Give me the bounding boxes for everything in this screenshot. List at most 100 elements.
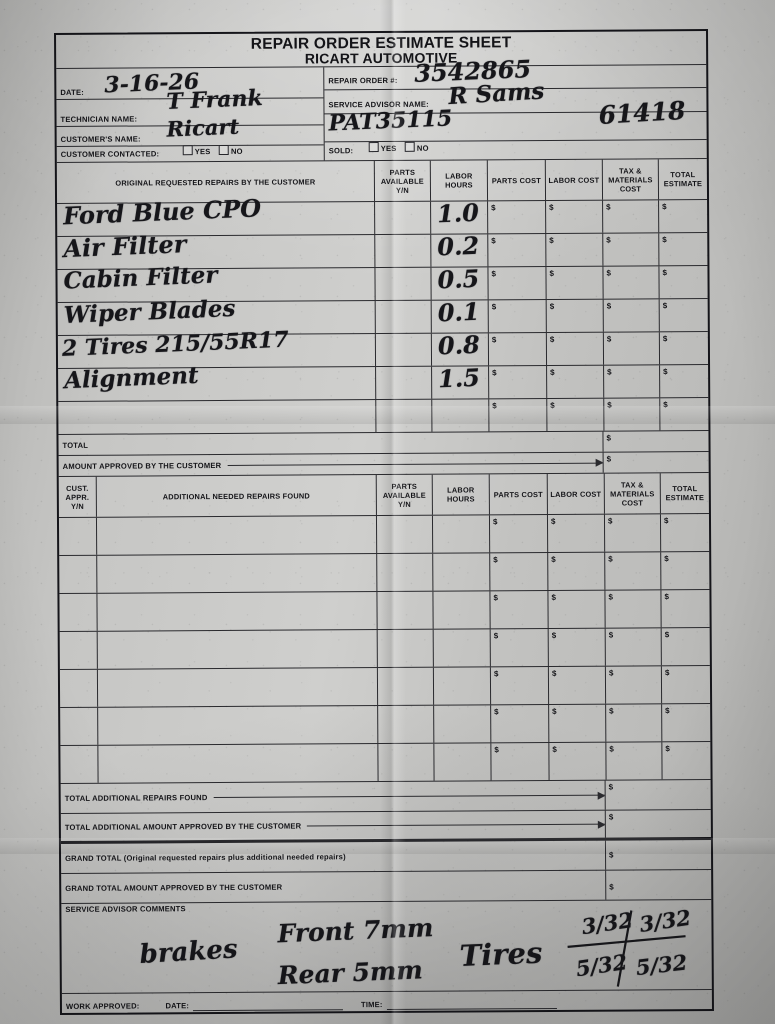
cell-parts-available[interactable] bbox=[375, 333, 433, 367]
cell-description[interactable] bbox=[58, 400, 377, 434]
cell-labor-hours[interactable]: 0.5 bbox=[431, 264, 489, 300]
cell-parts-cost[interactable]: $ bbox=[488, 300, 547, 333]
cell-labor-cost[interactable]: $ bbox=[548, 590, 606, 628]
cell-cust-appr[interactable] bbox=[60, 707, 99, 745]
cell-description[interactable] bbox=[98, 744, 379, 783]
cell-labor-hours[interactable] bbox=[434, 743, 492, 781]
work-approved-date-input[interactable] bbox=[193, 998, 344, 1011]
cell-parts-available[interactable] bbox=[378, 705, 435, 744]
cell-labor-cost[interactable]: $ bbox=[547, 398, 605, 431]
cell-total-estimate[interactable]: $ bbox=[662, 202, 667, 212]
cell-parts-available[interactable] bbox=[375, 201, 432, 235]
cell-cust-appr[interactable] bbox=[59, 593, 98, 631]
cell-tax-cost[interactable]: $ bbox=[606, 742, 663, 780]
cell-total-estimate[interactable]: $ bbox=[663, 400, 668, 410]
table-row[interactable]: Wiper Blades 0.1 $ $ $ $ bbox=[57, 295, 708, 336]
cell-tax-cost[interactable]: $ bbox=[604, 365, 661, 398]
amount-approved-amount-cell[interactable]: $ bbox=[604, 452, 709, 473]
cell-labor-hours[interactable] bbox=[433, 591, 491, 629]
cell-parts-cost[interactable]: $ bbox=[491, 742, 550, 781]
cell-labor-cost[interactable]: $ bbox=[546, 200, 604, 234]
cell-description[interactable]: Alignment bbox=[58, 362, 377, 401]
sold-no-checkbox[interactable] bbox=[404, 141, 415, 152]
cell-total-estimate[interactable]: $ bbox=[664, 592, 669, 602]
cell-parts-available[interactable] bbox=[377, 553, 434, 592]
cell-labor-cost[interactable]: $ bbox=[546, 332, 605, 366]
cell-labor-cost[interactable]: $ bbox=[546, 299, 604, 333]
cell-cust-appr[interactable] bbox=[60, 745, 99, 783]
table-row[interactable]: $ $ $ $ bbox=[58, 514, 710, 556]
cell-labor-cost[interactable]: $ bbox=[546, 266, 604, 300]
cell-parts-available[interactable] bbox=[378, 743, 435, 782]
cell-parts-available[interactable] bbox=[377, 591, 434, 630]
cell-description[interactable] bbox=[97, 592, 378, 631]
cell-tax-cost[interactable]: $ bbox=[606, 704, 663, 742]
field-sold[interactable]: SOLD: YES NO bbox=[325, 140, 707, 160]
cell-description[interactable] bbox=[97, 554, 378, 593]
cell-parts-available[interactable] bbox=[375, 300, 432, 334]
cell-parts-cost[interactable]: $ bbox=[490, 628, 549, 667]
cell-description[interactable]: Ford Blue CPO bbox=[57, 193, 376, 236]
cell-labor-hours[interactable] bbox=[433, 629, 491, 667]
cell-total-estimate[interactable]: $ bbox=[662, 235, 667, 245]
total-additional-approved-amount-cell[interactable]: $ bbox=[606, 810, 711, 838]
table-row[interactable]: $ $ $ $ bbox=[59, 628, 710, 670]
cell-labor-cost[interactable]: $ bbox=[547, 514, 606, 552]
table-row[interactable]: Ford Blue CPO 1.0 $ $ $ $ bbox=[57, 193, 708, 237]
cell-parts-available[interactable] bbox=[375, 267, 432, 301]
cell-labor-hours[interactable]: 0.1 bbox=[431, 297, 489, 333]
work-approved-row[interactable]: WORK APPROVED: DATE: TIME: bbox=[62, 990, 712, 1018]
cell-description[interactable] bbox=[96, 516, 378, 555]
grand-total-approved-amount-cell[interactable]: $ bbox=[606, 870, 711, 900]
table-row[interactable]: 2 Tires 215/55R17 0.8 $ $ $ $ bbox=[57, 327, 709, 369]
field-date[interactable]: DATE: 3-16-26 bbox=[56, 67, 324, 100]
cell-parts-cost[interactable]: $ bbox=[489, 366, 548, 399]
sold-yes-checkbox[interactable] bbox=[368, 142, 379, 153]
cell-tax-cost[interactable]: $ bbox=[603, 299, 660, 332]
cell-total-estimate[interactable]: $ bbox=[663, 516, 669, 526]
cell-total-estimate[interactable]: $ bbox=[663, 367, 668, 377]
cell-parts-cost[interactable]: $ bbox=[490, 666, 550, 705]
cell-description[interactable] bbox=[97, 668, 379, 707]
cell-tax-cost[interactable]: $ bbox=[603, 200, 660, 233]
cell-parts-available[interactable] bbox=[376, 399, 433, 433]
cell-description[interactable]: Air Filter bbox=[57, 229, 376, 269]
cell-parts-cost[interactable]: $ bbox=[491, 704, 550, 743]
cell-labor-hours[interactable]: 0.8 bbox=[431, 330, 490, 366]
cell-labor-hours[interactable]: 1.5 bbox=[432, 363, 490, 399]
customer-contacted-no-checkbox[interactable] bbox=[218, 144, 229, 156]
cell-labor-hours[interactable] bbox=[432, 399, 490, 432]
field-service-advisor-name[interactable]: SERVICE ADVISOR NAME: R Sams bbox=[324, 78, 707, 115]
grand-total-amount-cell[interactable]: $ bbox=[606, 840, 711, 870]
table-row[interactable]: $ $ $ $ bbox=[60, 704, 711, 746]
cell-labor-cost[interactable]: $ bbox=[546, 233, 604, 267]
table-row[interactable]: $ $ $ $ bbox=[58, 398, 709, 435]
cell-labor-cost[interactable]: $ bbox=[548, 628, 606, 666]
field-repair-order-number[interactable]: REPAIR ORDER #: 3542865 bbox=[324, 54, 707, 91]
table-row[interactable]: $ $ $ $ bbox=[59, 590, 710, 632]
table-row[interactable]: Air Filter 0.2 $ $ $ $ bbox=[57, 229, 708, 270]
cell-tax-cost[interactable]: $ bbox=[604, 398, 661, 431]
cell-parts-available[interactable] bbox=[375, 234, 432, 268]
cell-parts-available[interactable] bbox=[376, 515, 434, 554]
original-total-amount-cell[interactable]: $ bbox=[603, 431, 708, 452]
cell-total-estimate[interactable]: $ bbox=[664, 668, 670, 678]
cell-parts-cost[interactable]: $ bbox=[490, 552, 549, 591]
field-technician-name[interactable]: TECHNICIAN NAME: T Frank bbox=[56, 85, 324, 127]
cell-labor-hours[interactable] bbox=[434, 705, 492, 743]
cell-description[interactable] bbox=[98, 706, 379, 745]
cell-tax-cost[interactable]: $ bbox=[605, 666, 663, 704]
cell-tax-cost[interactable]: $ bbox=[605, 590, 662, 628]
table-row[interactable]: Alignment 1.5 $ $ $ $ bbox=[58, 362, 709, 402]
cell-description[interactable]: 2 Tires 215/55R17 bbox=[57, 327, 377, 368]
cell-total-estimate[interactable]: $ bbox=[662, 334, 668, 344]
cell-tax-cost[interactable]: $ bbox=[603, 266, 660, 299]
cell-labor-cost[interactable]: $ bbox=[549, 742, 607, 780]
cell-description[interactable] bbox=[97, 630, 378, 669]
field-customer-contacted[interactable]: CUSTOMER CONTACTED: YES NO bbox=[57, 144, 324, 162]
table-row[interactable]: $ $ $ $ bbox=[59, 552, 710, 594]
table-row[interactable]: $ $ $ $ bbox=[60, 742, 711, 784]
cell-parts-available[interactable] bbox=[377, 629, 434, 668]
table-row[interactable]: $ $ $ $ bbox=[59, 666, 711, 708]
cell-parts-cost[interactable]: $ bbox=[489, 399, 548, 432]
